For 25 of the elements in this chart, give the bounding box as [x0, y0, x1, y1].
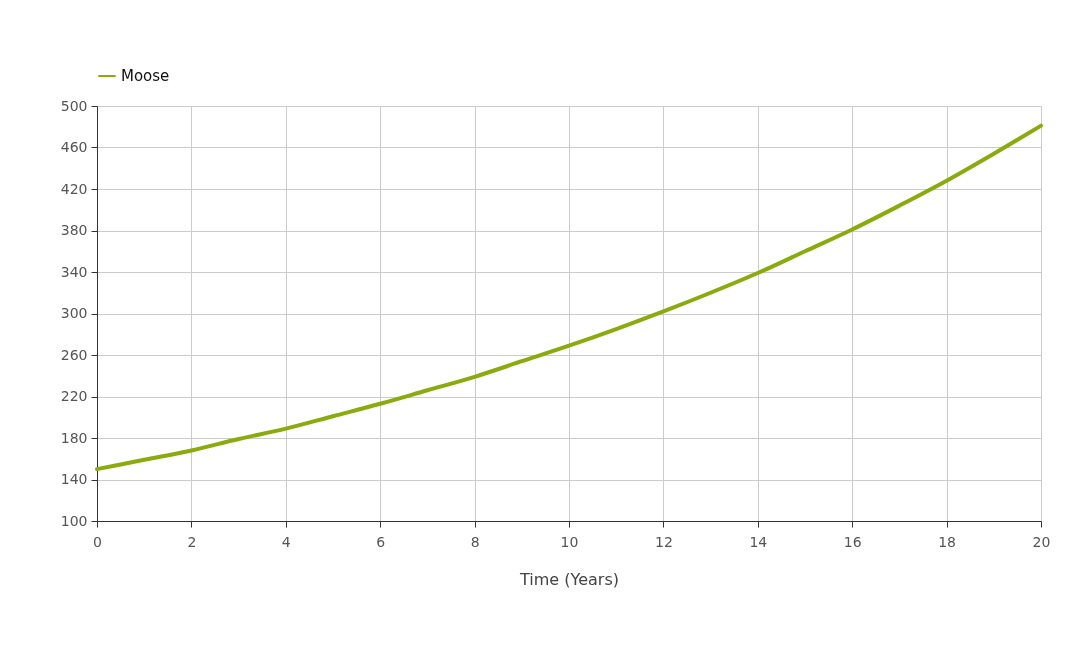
x-tick-label: 8	[470, 533, 480, 550]
x-tick-label: 4	[281, 533, 291, 550]
y-tick-label: 500	[60, 97, 88, 114]
x-tick-label: 0	[93, 533, 102, 550]
line-series	[95, 123, 1043, 472]
y-tick-label: 460	[60, 139, 88, 155]
y-tick-label: 100	[60, 512, 88, 529]
y-tick-label: 420	[60, 180, 88, 197]
y-tick-label: 140	[60, 471, 88, 487]
y-tick-label: 180	[60, 429, 88, 446]
y-tick-label: 380	[60, 222, 88, 238]
y-tick-label: 300	[60, 305, 88, 321]
legend-label: Moose	[121, 67, 170, 85]
x-tick-label: 2	[187, 533, 197, 550]
x-tick-label: 16	[843, 533, 862, 550]
x-axis-title: Time (Years)	[519, 569, 619, 589]
y-tick-label: 340	[60, 263, 88, 280]
x-tick-label: 18	[938, 533, 957, 550]
y-tick-label: 260	[60, 346, 88, 363]
x-tick-label: 6	[376, 533, 386, 550]
y-tick-label: 220	[60, 388, 88, 404]
x-tick-label: 14	[749, 533, 768, 550]
x-tick-label: 12	[654, 533, 673, 550]
x-tick-label: 10	[560, 533, 579, 550]
x-tick-label: 20	[1032, 533, 1051, 550]
